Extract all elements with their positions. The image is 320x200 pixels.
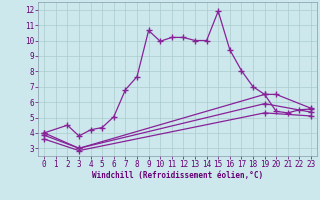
- X-axis label: Windchill (Refroidissement éolien,°C): Windchill (Refroidissement éolien,°C): [92, 171, 263, 180]
